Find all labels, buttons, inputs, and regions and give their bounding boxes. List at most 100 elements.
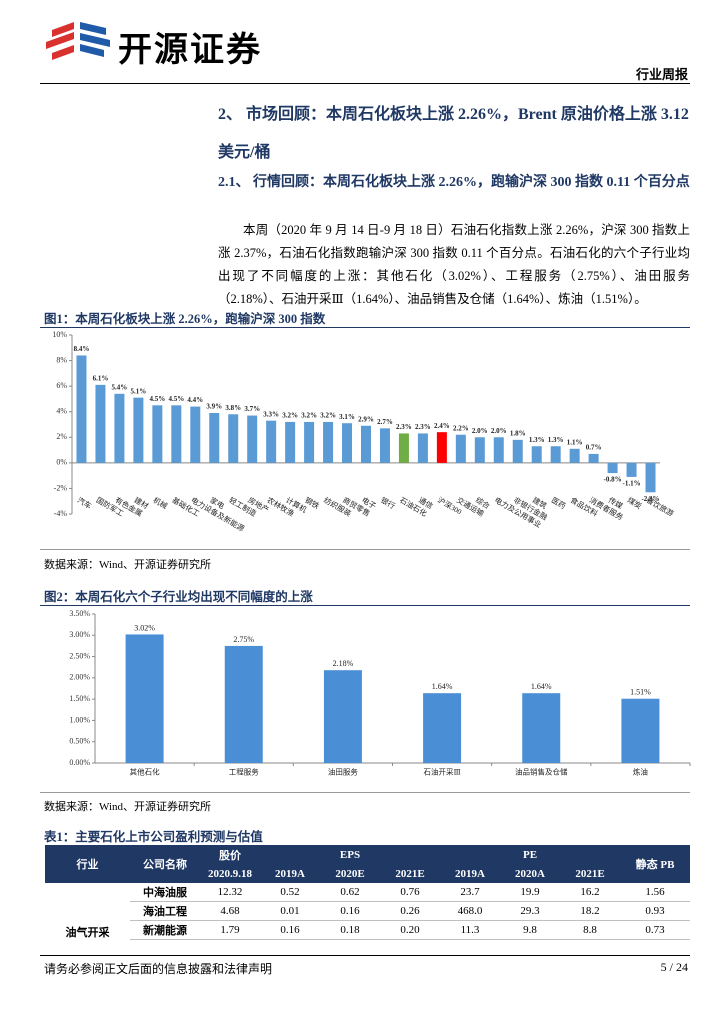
x-tick-label: 其他石化	[130, 767, 160, 777]
y-tick-label: 3.00%	[69, 630, 90, 639]
y-tick-label: 1.00%	[69, 715, 90, 724]
y-tick-label: 10%	[52, 330, 67, 339]
y-tick-label: 0.50%	[69, 737, 90, 746]
y-tick-label: -4%	[54, 509, 68, 518]
value-label: 3.7%	[244, 405, 260, 413]
value-label: 3.2%	[301, 412, 317, 420]
source-rule	[40, 549, 690, 550]
value-cell: 23.7	[440, 883, 500, 902]
header-cell: 2021E	[380, 864, 440, 883]
y-tick-label: 8%	[56, 355, 67, 364]
bar	[379, 428, 390, 463]
value-cell: 29.3	[500, 901, 560, 921]
bar	[417, 433, 428, 463]
value-label: 3.9%	[206, 403, 222, 411]
logo-text: 开源证券	[118, 31, 262, 69]
value-label: 2.75%	[233, 635, 254, 644]
value-label: 1.51%	[630, 688, 651, 697]
value-label: 2.7%	[377, 418, 393, 426]
bar	[621, 698, 660, 763]
value-label: 2.2%	[453, 424, 469, 432]
bar	[125, 634, 164, 763]
bar	[323, 670, 362, 763]
value-label: -0.8%	[604, 476, 622, 484]
header-cell: 2020E	[320, 864, 380, 883]
bar	[607, 462, 618, 474]
x-tick-label: 机械	[151, 495, 169, 511]
value-cell: 19.9	[500, 883, 560, 902]
x-tick-label: 医药	[550, 495, 568, 511]
bar	[474, 437, 485, 463]
page-number: 5 / 24	[660, 960, 688, 974]
figure-title: 图2：本周石化六个子行业均出现不同幅度的上涨	[44, 590, 313, 604]
value-label: 3.2%	[282, 412, 298, 420]
disclaimer: 请务必参阅正文后面的信息披露和法律声明	[44, 962, 273, 976]
bar	[342, 423, 353, 463]
x-tick-label: 银行	[379, 495, 397, 511]
y-tick-label: 0%	[56, 458, 67, 467]
bar	[247, 415, 258, 463]
bar	[304, 421, 315, 463]
bar	[190, 406, 201, 463]
value-cell: 0.62	[320, 883, 380, 902]
value-cell: 0.93	[620, 901, 690, 921]
value-cell: 0.76	[380, 883, 440, 902]
value-label: 1.3%	[548, 436, 564, 444]
header-cell: 2019A	[440, 864, 500, 883]
x-tick-label: 汽车	[76, 495, 94, 511]
value-cell: 0.01	[260, 901, 320, 921]
header-cell: 行业	[45, 845, 130, 883]
value-label: 1.1%	[567, 438, 583, 446]
value-label: 4.5%	[149, 395, 165, 403]
value-label: 3.1%	[339, 413, 355, 421]
section-title: 2、 市场回顾：本周石化板块上涨 2.26%，Brent 原油价格上涨 3.12…	[218, 106, 689, 161]
x-tick-label: 餐饮旅游	[645, 495, 676, 519]
figure-title: 图1：本周石化板块上涨 2.26%，跑输沪深 300 指数	[44, 312, 326, 326]
bar	[645, 462, 656, 493]
bar	[133, 397, 144, 463]
value-cell: 12.32	[200, 883, 260, 902]
industry-cell: 油气开采	[65, 926, 110, 939]
value-label: 1.8%	[510, 429, 526, 437]
table-title: 表1：主要石化上市公司盈利预测与估值	[44, 830, 263, 844]
value-label: 5.4%	[112, 383, 128, 391]
bar	[436, 432, 447, 463]
x-tick-label: 石油开采Ⅲ	[423, 767, 460, 777]
value-cell: 11.3	[440, 920, 500, 940]
subsection-title: 2.1、 行情回顾：本周石化板块上涨 2.26%，跑输沪深 300 指数 0.1…	[218, 175, 690, 190]
header-cell: 股价	[200, 845, 260, 864]
value-label: 0.7%	[586, 444, 602, 452]
y-tick-label: -2%	[54, 483, 68, 492]
value-cell: 468.0	[440, 901, 500, 921]
table-row: 新潮能源 1.79 0.16 0.18 0.20 11.3 9.8 8.8 0.73	[45, 920, 690, 940]
value-cell: 0.52	[260, 883, 320, 902]
bar	[323, 421, 334, 463]
value-cell: 16.2	[560, 883, 620, 902]
source: 数据来源：Wind、开源证券研究所	[44, 801, 211, 813]
value-label: -2.3%	[641, 495, 659, 503]
bar	[512, 439, 523, 463]
x-tick-label: 油田服务	[328, 767, 358, 777]
value-label: 1.64%	[531, 682, 552, 691]
value-label: 2.4%	[434, 422, 450, 430]
paragraph: 本周（2020 年 9 月 14 日-9 月 18 日）石油石化指数上涨 2.2…	[218, 223, 690, 306]
report-type: 行业周报	[635, 67, 688, 82]
company-cell: 新潮能源	[130, 920, 200, 940]
company-cell: 海油工程	[130, 901, 200, 921]
company-cell: 中海油服	[130, 883, 200, 902]
value-label: 3.8%	[225, 404, 241, 412]
bar	[266, 420, 277, 463]
value-label: 2.9%	[358, 415, 374, 423]
table-body: 油气开采 中海油服 12.32 0.52 0.62 0.76 23.7 19.9 16.2 1.5…	[45, 883, 690, 940]
bar	[455, 434, 466, 463]
bar	[152, 405, 163, 463]
source-rule	[40, 792, 690, 793]
value-cell: 0.73	[620, 920, 690, 940]
value-label: -1.1%	[623, 480, 641, 488]
bar	[522, 693, 561, 763]
value-label: 8.4%	[74, 345, 90, 353]
bar	[550, 446, 561, 463]
bar	[95, 384, 106, 463]
value-label: 3.2%	[320, 412, 336, 420]
header-cell: 静态 PB	[620, 845, 690, 883]
